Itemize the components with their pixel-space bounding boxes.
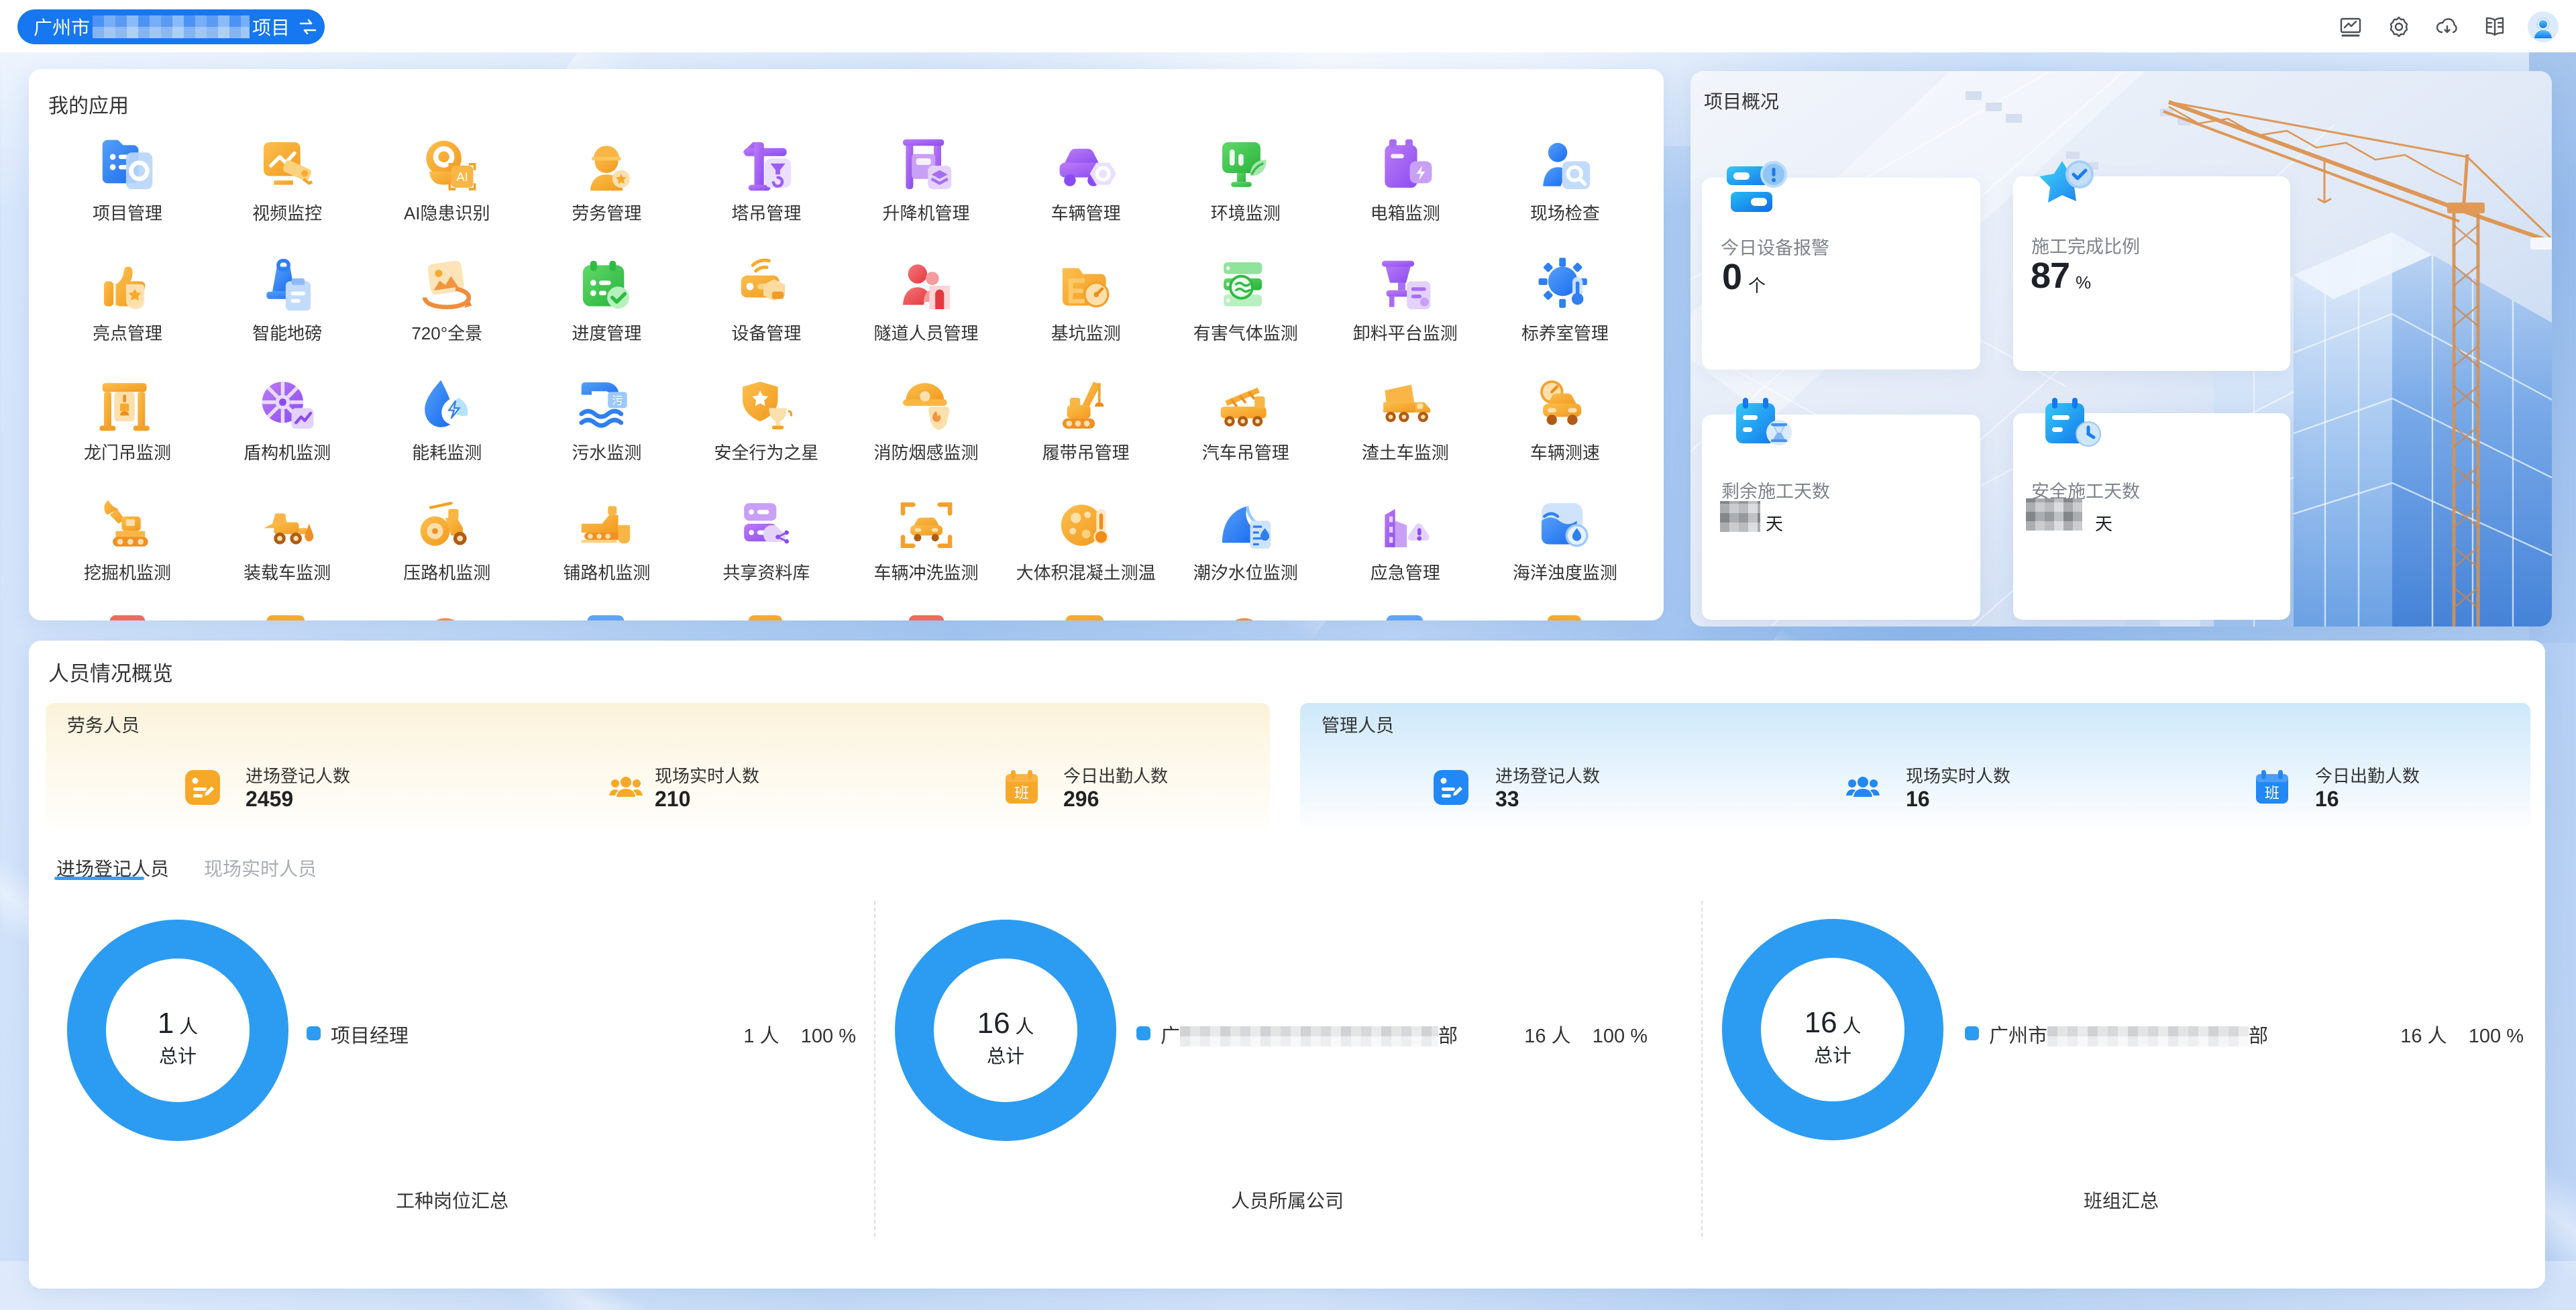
svg-text:班: 班 bbox=[2265, 781, 2279, 803]
svg-text:污: 污 bbox=[612, 392, 623, 408]
svg-text:班: 班 bbox=[1014, 781, 1029, 803]
svg-text:AI: AI bbox=[456, 170, 468, 184]
